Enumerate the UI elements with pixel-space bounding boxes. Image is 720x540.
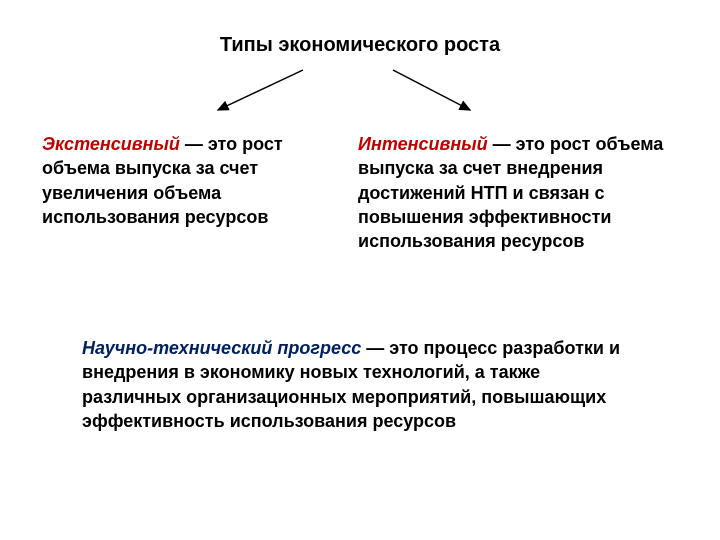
arrow-right-icon bbox=[393, 70, 470, 110]
left-column: Экстенсивный — это рост объема выпуска з… bbox=[42, 132, 322, 229]
definition-block: Научно-технический прогресс — это процес… bbox=[82, 336, 642, 433]
definition-term: Научно-технический прогресс bbox=[82, 338, 361, 358]
slide: Типы экономического роста Экстенсивный —… bbox=[0, 0, 720, 540]
arrows bbox=[0, 0, 720, 540]
arrow-left-icon bbox=[218, 70, 303, 110]
right-column: Интенсивный — это рост объема выпуска за… bbox=[358, 132, 678, 253]
left-term: Экстенсивный bbox=[42, 134, 180, 154]
right-term: Интенсивный bbox=[358, 134, 488, 154]
